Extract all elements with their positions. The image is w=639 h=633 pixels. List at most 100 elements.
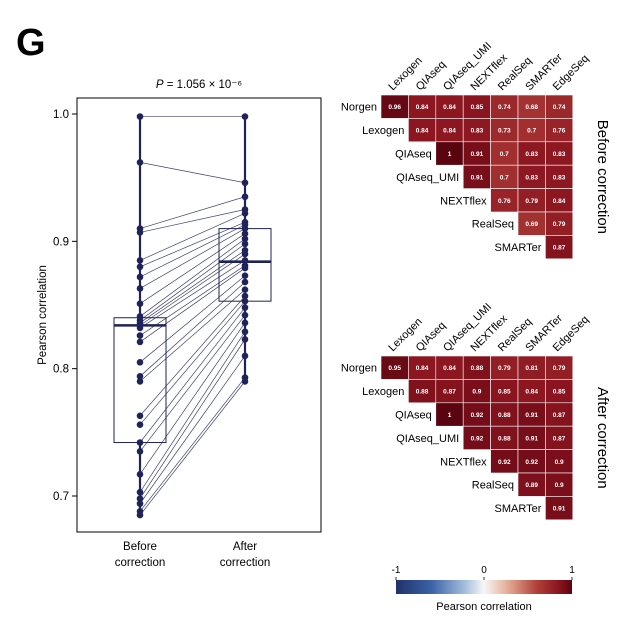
heatmap-cell — [545, 496, 574, 521]
colorbar-label: Pearson correlation — [436, 601, 531, 613]
data-point — [241, 319, 249, 327]
data-point — [136, 300, 144, 308]
cell-value-label: 0.9 — [555, 459, 564, 466]
cell-value-label: 0.84 — [553, 198, 566, 205]
cell-value-label: 0.83 — [525, 174, 538, 181]
cell-value-label: 0.79 — [553, 221, 566, 228]
y-tick-label: 0.7 — [53, 491, 69, 503]
cell-value-label: 0.84 — [416, 128, 429, 135]
row-label: QIAseq — [395, 410, 432, 422]
cell-value-label: 0.88 — [498, 412, 511, 419]
data-point — [136, 511, 144, 519]
data-point — [136, 500, 144, 507]
y-tick-label: 0.8 — [53, 364, 69, 376]
cell-value-label: 0.84 — [525, 389, 538, 396]
title-variable: P — [156, 79, 164, 91]
cell-value-label: 0.87 — [553, 412, 566, 419]
cell-value-label: 0.88 — [471, 365, 484, 372]
data-point — [136, 257, 144, 264]
cell-value-label: 0.84 — [443, 365, 456, 372]
row-label: RealSeq — [472, 219, 514, 231]
row-label: RealSeq — [472, 480, 514, 492]
y-axis: 0.7 0.8 0.9 1.0 — [53, 109, 77, 503]
pair-line — [139, 162, 246, 184]
pair-line — [139, 253, 246, 326]
cell-value-label: 0.91 — [471, 174, 484, 181]
cell-value-label: 0.88 — [498, 435, 511, 442]
pair-line — [139, 281, 246, 377]
data-point — [241, 292, 249, 300]
row-label: NEXTflex — [440, 456, 487, 468]
cell-value-label: 0.69 — [525, 221, 538, 228]
y-axis-label: Pearson correlation — [37, 265, 49, 365]
cell-value-label: 0.83 — [525, 151, 538, 158]
data-point — [136, 159, 144, 166]
pair-line — [139, 314, 246, 452]
pair-lines — [139, 116, 246, 516]
pair-line — [139, 213, 246, 261]
cell-value-label: 1 — [448, 412, 452, 419]
heatmap-after: Lexogen QIAseq QIAseq_UMI NEXTflex RealSeq SM… — [341, 301, 611, 521]
cell-value-label: 0.7 — [500, 174, 509, 181]
data-point — [136, 285, 144, 292]
cell-value-label: 0.84 — [416, 104, 429, 111]
cell-value-label: 0.79 — [553, 365, 566, 372]
data-point — [241, 297, 249, 305]
data-point — [241, 286, 249, 294]
pair-line — [139, 260, 246, 329]
pair-line — [139, 243, 246, 321]
data-point — [136, 338, 144, 346]
cell-value-label: 0.73 — [498, 128, 511, 135]
cell-value-label: 1 — [448, 151, 452, 158]
cell-value-label: 0.91 — [525, 435, 538, 442]
cell-value-label: 0.85 — [498, 389, 511, 396]
pair-line — [139, 267, 246, 343]
data-point — [241, 352, 249, 360]
cell-value-label: 0.83 — [553, 151, 566, 158]
pair-line — [139, 224, 246, 278]
cell-value-label: 0.91 — [525, 412, 538, 419]
cell-value-label: 0.95 — [388, 365, 401, 372]
data-point — [241, 378, 249, 385]
data-point — [241, 336, 249, 343]
data-point — [136, 439, 144, 446]
cell-value-label: 0.79 — [498, 365, 511, 372]
row-label: QIAseq_UMI — [396, 433, 459, 445]
heatmap-before: Lexogen QIAseq QIAseq_UMI NEXTflex RealSeq SM… — [341, 40, 611, 260]
data-point — [241, 257, 249, 264]
pair-line — [139, 265, 246, 336]
pair-line — [139, 289, 246, 382]
cell-value-label: 0.92 — [498, 459, 511, 466]
data-point — [136, 421, 144, 428]
cell-value-label: 0.76 — [553, 128, 566, 135]
row-label: Lexogen — [362, 125, 404, 137]
data-point — [241, 113, 249, 120]
cell-value-label: 0.83 — [553, 174, 566, 181]
data-point — [136, 324, 144, 332]
x-tick-label: correction — [220, 557, 271, 569]
pair-line — [139, 295, 246, 417]
cell-value-label: 0.91 — [471, 151, 484, 158]
colorbar-tick-label: -1 — [392, 565, 401, 576]
heatmap-cell — [545, 235, 574, 260]
cell-value-label: 0.87 — [443, 389, 456, 396]
cell-value-label: 0.79 — [525, 198, 538, 205]
data-point — [136, 263, 144, 271]
data-point — [241, 240, 249, 248]
data-point — [241, 264, 249, 272]
data-point — [136, 273, 144, 281]
data-point — [136, 373, 144, 380]
plot-frame — [76, 97, 322, 533]
box-plot: P = 1.056 × 10⁻⁶ Pearson correlation 0.7… — [37, 79, 322, 569]
cell-value-label: 0.74 — [553, 104, 566, 111]
row-label: Norgen — [341, 363, 377, 375]
heatmap-title: After correction — [594, 387, 611, 489]
cell-value-label: 0.92 — [471, 435, 484, 442]
pair-line — [139, 331, 246, 493]
title-value: = 1.056 × 10⁻⁶ — [164, 79, 243, 91]
cell-value-label: 0.85 — [471, 104, 484, 111]
y-tick-label: 0.9 — [53, 236, 69, 248]
cell-value-label: 0.92 — [525, 459, 538, 466]
data-point — [241, 179, 249, 187]
